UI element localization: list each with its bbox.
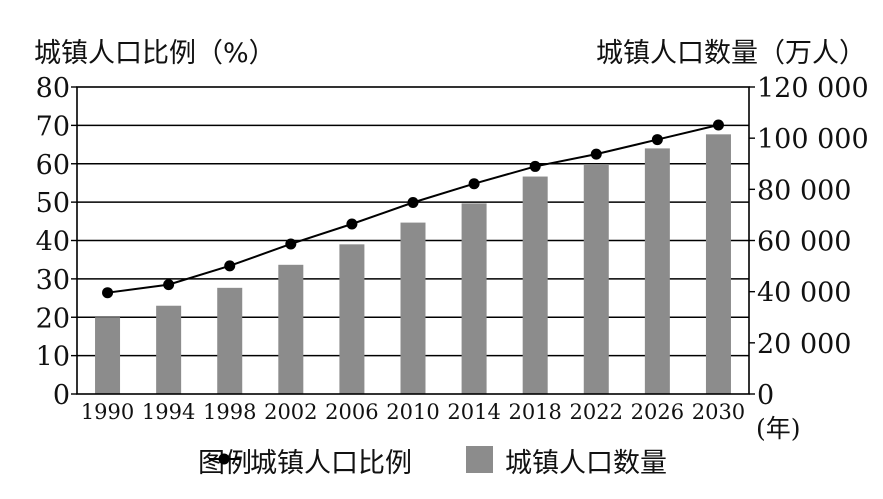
bar (400, 222, 426, 394)
right-tick-label: 60 000 (757, 227, 851, 258)
x-tick-label: 2030 (692, 400, 745, 424)
legend-line-label: 城镇人口比例 (250, 448, 412, 479)
legend-line-marker (218, 453, 230, 465)
line-point (285, 238, 297, 250)
line-point (590, 148, 602, 160)
x-tick-label: 1998 (203, 400, 256, 424)
line-point (224, 260, 236, 272)
line-series (102, 119, 724, 299)
x-tick-label: 2006 (325, 400, 378, 424)
left-tick-label: 50 (36, 188, 70, 219)
left-tick-label: 70 (36, 111, 70, 142)
x-tick-label: 2018 (508, 400, 561, 424)
x-tick-label: 1994 (142, 400, 195, 424)
right-tick-label: 120 000 (757, 73, 869, 104)
left-tick-label: 20 (36, 303, 70, 334)
left-tick-label: 10 (36, 342, 70, 373)
x-tick-label: 2014 (447, 400, 500, 424)
right-tick-label: 20 000 (757, 329, 851, 360)
legend-bar-label: 城镇人口数量 (505, 448, 667, 479)
x-tick-label: 1990 (81, 400, 134, 424)
line-point (468, 178, 480, 190)
x-axis-unit: (年) (756, 414, 801, 443)
line-point (163, 279, 175, 291)
left-axis-ticks: 0 10 20 30 40 50 60 70 80 (36, 73, 77, 411)
left-axis-title: 城镇人口比例（%） (34, 38, 276, 69)
left-tick-label: 30 (36, 265, 70, 296)
bar-series (95, 134, 731, 394)
right-tick-label: 100 000 (757, 124, 869, 155)
x-tick-label: 2002 (264, 400, 317, 424)
left-tick-label: 60 (36, 150, 70, 181)
line-point (529, 160, 541, 172)
bar (583, 165, 609, 394)
line-point (651, 134, 663, 146)
line-point (102, 287, 114, 299)
x-tick-label: 2010 (386, 400, 439, 424)
right-axis-ticks: 0 20 000 40 000 60 000 80 000 100 000 120 000 (749, 73, 869, 411)
x-tick-label: 2026 (631, 400, 684, 424)
bar (339, 244, 365, 394)
bar (522, 176, 548, 394)
x-tick-label: 2022 (570, 400, 623, 424)
legend-bar-swatch (466, 446, 493, 473)
legend: 图例 城镇人口比例 城镇人口数量 (198, 446, 667, 479)
right-tick-label: 40 000 (757, 278, 851, 309)
left-tick-label: 40 (36, 227, 70, 258)
left-tick-label: 80 (36, 73, 70, 104)
right-axis-title: 城镇人口数量（万人） (596, 38, 866, 69)
line-point (346, 218, 358, 230)
left-tick-label: 0 (53, 380, 70, 411)
bar (461, 203, 487, 394)
bar (644, 148, 670, 394)
bar (278, 264, 304, 394)
line-point (407, 197, 419, 209)
bar (156, 305, 182, 394)
line-point (712, 119, 724, 131)
right-tick-label: 0 (757, 380, 774, 411)
x-axis-ticks: 1990 1994 1998 2002 2006 2010 2014 2018 2022 2026… (81, 400, 745, 424)
right-tick-label: 80 000 (757, 175, 851, 206)
bar (95, 317, 121, 394)
bar (217, 287, 243, 394)
bar (705, 134, 731, 394)
